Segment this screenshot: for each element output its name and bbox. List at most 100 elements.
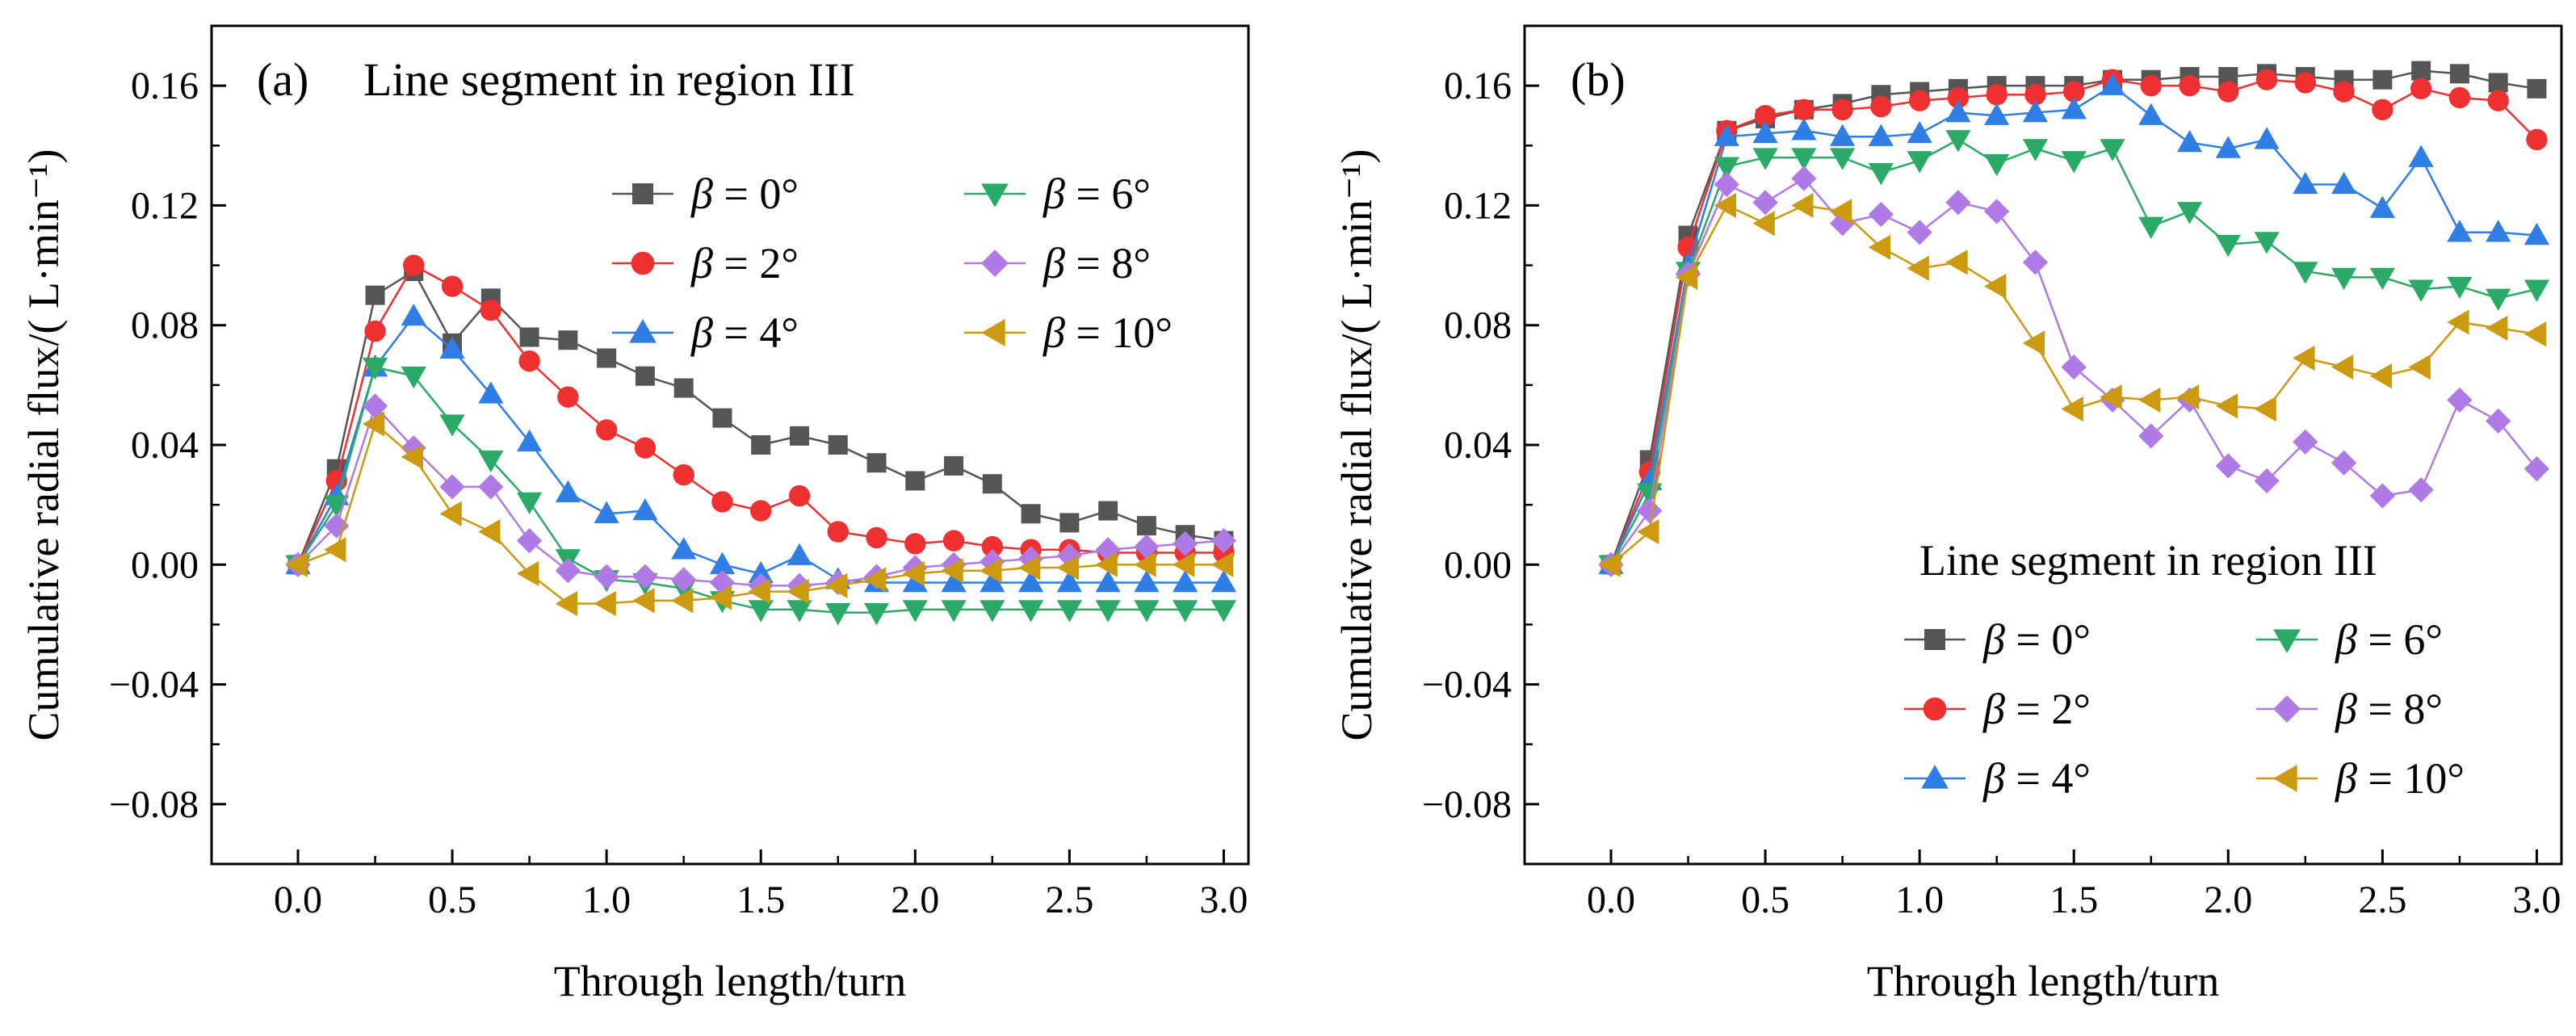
data-point bbox=[2100, 139, 2125, 161]
data-point bbox=[2331, 267, 2357, 290]
data-point bbox=[2294, 72, 2317, 94]
data-point bbox=[1907, 255, 1929, 281]
data-point bbox=[1793, 99, 1815, 120]
x-tick-label: 0.0 bbox=[274, 879, 322, 921]
x-tick-label: 0.5 bbox=[428, 879, 476, 921]
data-point bbox=[2254, 396, 2276, 422]
data-point bbox=[2408, 279, 2434, 302]
data-point bbox=[1752, 120, 1778, 144]
legend-value: = 4° bbox=[2005, 754, 2091, 803]
series-5 bbox=[1598, 192, 2547, 577]
data-point bbox=[1754, 105, 1777, 127]
data-point bbox=[1945, 190, 1971, 216]
legend-item: β = 6° bbox=[2256, 615, 2443, 664]
legend-symbol: β bbox=[1982, 615, 2005, 664]
legend-value: = 2° bbox=[713, 239, 799, 287]
legend-value: = 10° bbox=[2357, 754, 2465, 803]
data-point bbox=[2217, 81, 2239, 103]
data-point bbox=[1056, 600, 1082, 623]
data-point bbox=[2022, 330, 2045, 356]
data-point bbox=[1714, 157, 1739, 179]
data-point bbox=[2486, 408, 2511, 434]
data-point bbox=[1210, 569, 1237, 593]
data-point bbox=[2486, 288, 2511, 311]
data-point bbox=[518, 350, 540, 372]
series-4 bbox=[1598, 166, 2550, 577]
data-point bbox=[671, 537, 697, 560]
data-point bbox=[788, 484, 811, 507]
data-point bbox=[2024, 84, 2046, 106]
data-point bbox=[1984, 153, 2010, 177]
data-point bbox=[517, 429, 543, 451]
legend-symbol: β bbox=[2335, 685, 2357, 733]
y-tick-label: −0.08 bbox=[1422, 783, 1512, 826]
y-axis-label: Cumulative radial flux/( L·min⁻¹) bbox=[19, 149, 68, 740]
legend-marker bbox=[981, 183, 1009, 208]
data-point bbox=[324, 495, 350, 518]
x-tick-label: 1.0 bbox=[582, 879, 631, 921]
data-point bbox=[981, 535, 1004, 558]
data-point bbox=[1791, 192, 1814, 219]
data-point bbox=[863, 602, 890, 626]
data-point bbox=[2293, 171, 2318, 195]
legend-marker bbox=[2273, 629, 2301, 653]
data-point bbox=[1830, 124, 1856, 146]
data-point bbox=[709, 569, 736, 596]
series-5 bbox=[285, 411, 1234, 617]
data-point bbox=[1830, 199, 1852, 224]
data-point bbox=[828, 435, 848, 455]
data-point bbox=[1637, 497, 1663, 524]
legend-symbol: β bbox=[1043, 170, 1065, 218]
data-point bbox=[2176, 129, 2203, 153]
data-point bbox=[751, 435, 771, 455]
legend-item: β = 10° bbox=[964, 308, 1173, 357]
legend-value: = 2° bbox=[2005, 685, 2091, 733]
data-point bbox=[712, 408, 732, 428]
data-point bbox=[594, 590, 616, 617]
y-tick-label: 0.08 bbox=[131, 304, 199, 347]
data-point bbox=[2486, 220, 2511, 242]
x-tick-label: 1.5 bbox=[2049, 879, 2098, 921]
data-point bbox=[1831, 99, 1853, 120]
data-point bbox=[1210, 600, 1237, 623]
data-point bbox=[671, 588, 694, 614]
data-point bbox=[1677, 237, 1699, 258]
data-point bbox=[2254, 232, 2280, 254]
legend-marker bbox=[629, 319, 657, 343]
legend-item: β = 0° bbox=[1904, 615, 2091, 664]
data-point bbox=[517, 492, 543, 515]
data-point bbox=[748, 600, 774, 623]
data-point bbox=[1945, 250, 1968, 275]
data-point bbox=[2408, 145, 2434, 167]
data-point bbox=[2022, 139, 2049, 161]
data-point bbox=[2138, 387, 2161, 413]
x-tick-label: 1.0 bbox=[1895, 879, 1944, 921]
y-axis-label: Cumulative radial flux/( L·min⁻¹) bbox=[1332, 149, 1381, 740]
data-series bbox=[1598, 61, 2550, 577]
data-point bbox=[1868, 162, 1894, 186]
legend-item: β = 4° bbox=[612, 308, 799, 357]
x-axis-label: Through length/turn bbox=[1867, 957, 2219, 1005]
data-point bbox=[902, 569, 928, 593]
data-point bbox=[2408, 354, 2431, 380]
y-tick-label: 0.00 bbox=[131, 543, 199, 586]
data-point bbox=[594, 564, 619, 589]
legend-label: β = 0° bbox=[1982, 615, 2091, 664]
y-tick-label: 0.16 bbox=[1444, 65, 1512, 107]
data-point bbox=[2369, 195, 2395, 218]
legend-symbol: β bbox=[690, 308, 713, 357]
series-line bbox=[297, 404, 1224, 587]
data-point bbox=[2138, 423, 2164, 449]
series-line bbox=[1609, 69, 2537, 565]
data-point bbox=[1173, 569, 1198, 593]
data-point bbox=[2449, 64, 2469, 84]
series-1 bbox=[1600, 69, 2548, 576]
legend-item: β = 2° bbox=[612, 239, 799, 287]
data-point bbox=[1095, 552, 1118, 577]
data-point bbox=[478, 518, 501, 545]
data-point bbox=[324, 537, 346, 563]
data-point bbox=[632, 588, 655, 614]
data-point bbox=[825, 602, 851, 626]
data-point bbox=[2176, 384, 2200, 410]
data-point bbox=[2254, 468, 2280, 494]
